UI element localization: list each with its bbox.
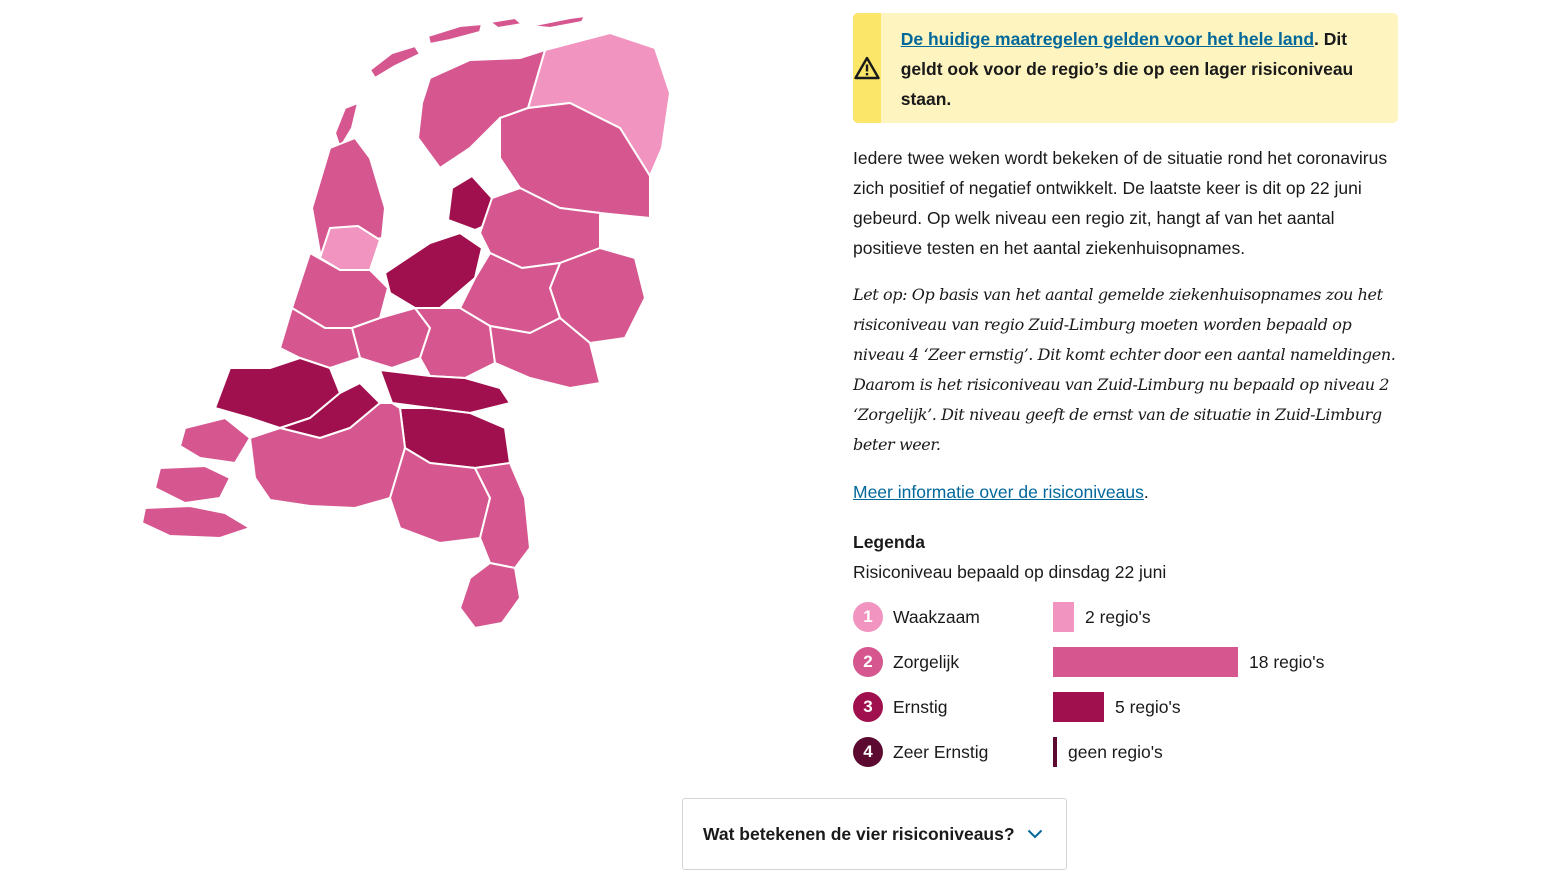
- level-name: Zeer Ernstig: [893, 741, 989, 762]
- level-badge: 3: [853, 692, 883, 722]
- level-name: Zorgelijk: [893, 651, 960, 672]
- legend-row-ernstig: 3 Ernstig 5 regio's: [853, 692, 1398, 722]
- level-count-bar: [1053, 647, 1238, 677]
- map-island: [529, 15, 586, 29]
- level-badge: 4: [853, 737, 883, 767]
- map-region: [459, 562, 521, 629]
- level-count: geen regio's: [1068, 741, 1163, 762]
- level-badge: 2: [853, 647, 883, 677]
- level-count: 2 regio's: [1085, 606, 1151, 627]
- more-info-link[interactable]: Meer informatie over de risiconiveaus: [853, 482, 1144, 502]
- map-region: [279, 307, 361, 369]
- more-info: Meer informatie over de risiconiveaus.: [853, 477, 1398, 507]
- more-info-trailing: .: [1143, 482, 1149, 502]
- notice-body: Dit geldt ook voor de regio’s die op een…: [900, 29, 1354, 109]
- notice-text: De huidige maatregelen gelden voor het h…: [881, 13, 1398, 123]
- map-island: [369, 45, 421, 79]
- risk-levels-accordion[interactable]: Wat betekenen de vier risiconiveaus?: [682, 798, 1067, 870]
- legend-row-zorgelijk: 2 Zorgelijk 18 regio's: [853, 647, 1398, 677]
- level-count-bar: [1053, 692, 1104, 722]
- level-name: Waakzaam: [893, 606, 980, 627]
- level-count-bar: [1053, 602, 1074, 632]
- map-region: [379, 369, 511, 414]
- level-name: Ernstig: [893, 696, 948, 717]
- map-region: [154, 465, 231, 504]
- map-region: [414, 307, 496, 379]
- accordion-label: Wat betekenen de vier risiconiveaus?: [703, 823, 1015, 844]
- map-island: [489, 17, 523, 29]
- risk-map: [130, 8, 690, 648]
- level-count: 5 regio's: [1115, 696, 1181, 717]
- chevron-down-icon: [1027, 829, 1042, 839]
- notice-trailing: .: [1314, 29, 1319, 49]
- level-count: 18 regio's: [1249, 651, 1325, 672]
- notice-icon-bar: [853, 13, 881, 123]
- legend-row-waakzaam: 1 Waakzaam 2 regio's: [853, 602, 1398, 632]
- map-region: [141, 505, 251, 539]
- map-region: [489, 317, 601, 389]
- level-count-bar: [1053, 737, 1057, 767]
- note-paragraph: Let op: Op basis van het aantal gemelde …: [853, 285, 1396, 454]
- map-island: [427, 23, 483, 45]
- intro-paragraph: Iedere twee weken wordt bekeken of de si…: [853, 148, 1388, 258]
- warning-triangle-icon: [854, 56, 880, 80]
- legend-title: Legenda: [853, 532, 925, 552]
- legend-subtitle: Risiconiveau bepaald op dinsdag 22 juni: [853, 562, 1167, 582]
- legend-row-zeer-ernstig: 4 Zeer Ernstig geen regio's: [853, 737, 1398, 767]
- measures-link[interactable]: De huidige maatregelen gelden voor het h…: [900, 29, 1315, 49]
- map-region: [249, 402, 406, 509]
- level-badge: 1: [853, 602, 883, 632]
- map-region: [311, 137, 386, 254]
- warning-notice: De huidige maatregelen gelden voor het h…: [853, 13, 1398, 123]
- netherlands-map: [141, 15, 671, 629]
- map-region: [179, 417, 251, 464]
- legend-list: 1 Waakzaam 2 regio's 2 Zorgelijk 18 regi…: [853, 602, 1398, 767]
